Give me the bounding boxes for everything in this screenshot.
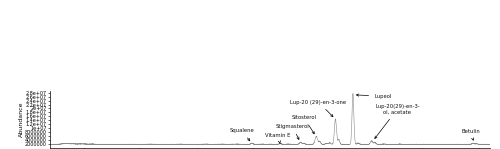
Text: Squalene: Squalene <box>230 128 254 141</box>
Text: Lup-20 (29)-en-3-one: Lup-20 (29)-en-3-one <box>290 100 346 117</box>
Text: Lupeol: Lupeol <box>356 94 392 99</box>
Text: Vitamin E: Vitamin E <box>265 133 290 143</box>
Text: Stigmasterol: Stigmasterol <box>276 124 310 139</box>
Text: Betulin: Betulin <box>462 129 480 140</box>
Y-axis label: Abundance: Abundance <box>18 101 24 137</box>
Text: Sitosterol: Sitosterol <box>292 115 316 134</box>
Text: Lup-20(29)-en-3-
ol, acetate: Lup-20(29)-en-3- ol, acetate <box>375 104 420 138</box>
